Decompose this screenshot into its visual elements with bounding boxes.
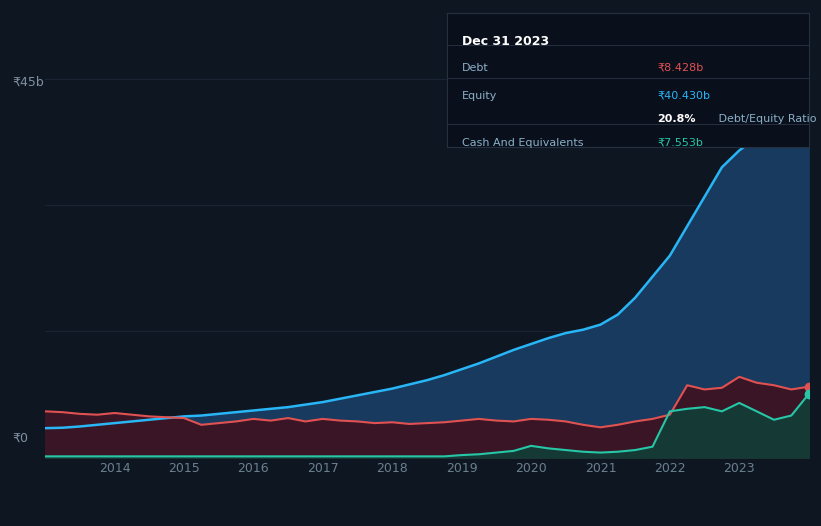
Text: 20.8%: 20.8%: [657, 114, 695, 124]
Text: Debt/Equity Ratio: Debt/Equity Ratio: [715, 114, 816, 124]
Text: Equity: Equity: [462, 91, 498, 101]
Text: ₹0: ₹0: [12, 431, 28, 444]
Text: Dec 31 2023: Dec 31 2023: [462, 35, 549, 48]
Text: Cash And Equivalents: Cash And Equivalents: [462, 138, 584, 148]
Text: ₹45b: ₹45b: [12, 76, 44, 89]
Text: Debt: Debt: [462, 63, 488, 73]
Text: ₹8.428b: ₹8.428b: [657, 63, 704, 73]
Text: ₹40.430b: ₹40.430b: [657, 91, 710, 101]
Text: ₹7.553b: ₹7.553b: [657, 138, 703, 148]
